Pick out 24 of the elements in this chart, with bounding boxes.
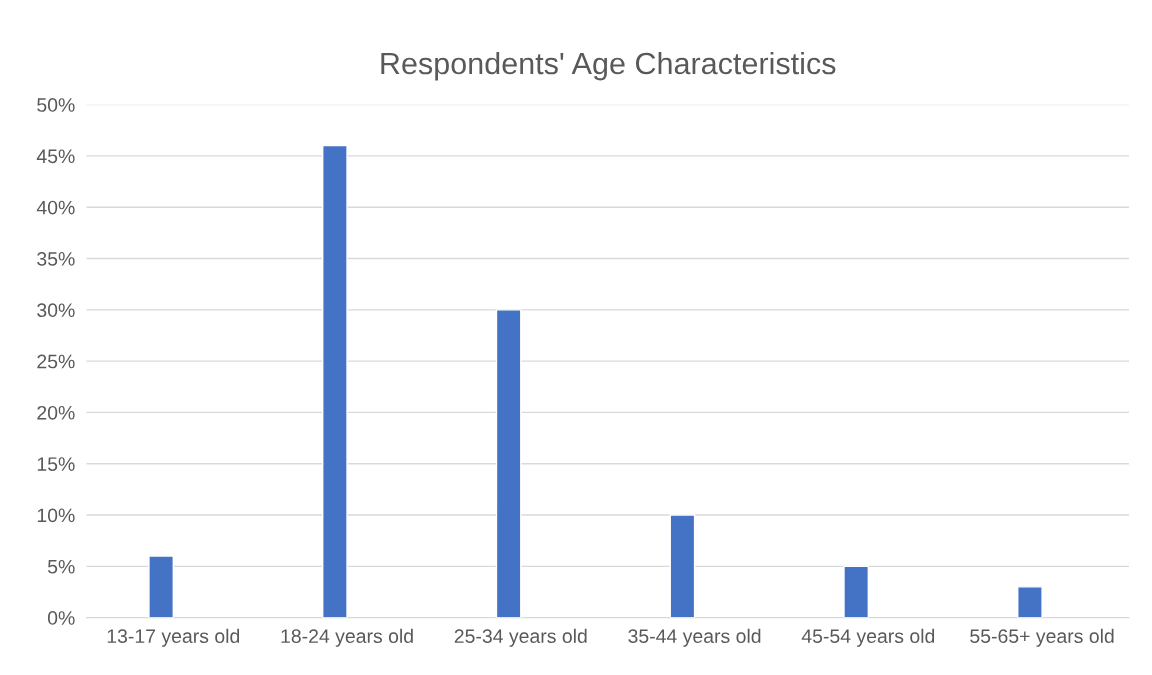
bar [1017,586,1043,618]
bar [495,309,522,618]
x-tick-label: 25-34 years old [454,628,587,647]
y-tick-label: 50% [37,98,75,112]
y-tick-label: 40% [36,200,75,215]
y-tick-label: 30% [37,303,75,318]
y-tick-label: 0% [47,611,75,625]
bar [148,555,174,618]
y-tick-label: 5% [47,559,75,574]
y-tick-label: 45% [36,149,75,164]
x-tick-label: 35-44 years old [628,628,761,647]
y-tick-label: 20% [37,405,75,420]
x-tick-label: 55-65+ years old [970,628,1114,647]
y-tick-label: 15% [37,457,75,471]
y-tick-label: 25% [37,354,75,369]
y-tick-label: 35% [37,251,75,266]
x-tick-label: 18-24 years old [281,628,413,647]
x-tick-label: 45-54 years old [801,628,935,647]
chart-title: Respondents' Age Characteristics [381,51,836,81]
x-tick-label: 13-17 years old [107,628,240,647]
y-tick-label: 10% [37,508,75,523]
bar [843,565,870,618]
bar [322,144,348,618]
bar [669,514,696,618]
